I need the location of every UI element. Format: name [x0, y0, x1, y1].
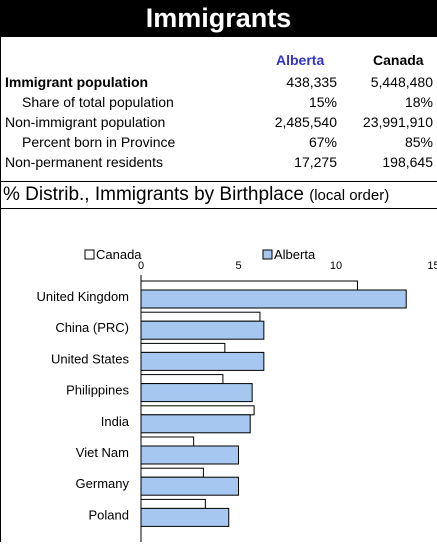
stats-row-label: Immigrant population: [5, 74, 149, 90]
category-label: United Kingdom: [37, 289, 130, 304]
bar-alberta: [140, 507, 230, 527]
category-label: Viet Nam: [76, 445, 129, 460]
bar-canada: [140, 436, 195, 447]
category-label: India: [101, 414, 130, 429]
bar-canada: [140, 498, 206, 509]
legend-swatch: [84, 249, 95, 260]
bar-alberta: [140, 289, 407, 309]
category-label: United States: [51, 351, 130, 366]
column-header-canada: Canada: [373, 52, 424, 68]
category-label: China (PRC): [55, 320, 129, 335]
x-tick-label: 10: [330, 260, 342, 272]
stats-value-alberta: 17,275: [294, 154, 337, 170]
section-subtitle: (local order): [309, 187, 390, 204]
stats-value-alberta: 67%: [308, 134, 337, 150]
bar-canada: [140, 342, 226, 353]
birthplace-chart: Canada Alberta 0 5 10 15 United Kingdom China (…: [0, 209, 437, 542]
bar-canada: [140, 280, 358, 291]
stats-row-label: Non-permanent residents: [5, 154, 163, 170]
stats-row: Immigrant population 438,335 5,448,480: [1, 74, 437, 94]
stats-row: Share of total population 15% 18%: [1, 94, 437, 114]
bar-canada: [140, 405, 255, 416]
column-header-alberta: Alberta: [276, 52, 325, 68]
bar-alberta: [140, 414, 251, 434]
stats-value-canada: 198,645: [382, 154, 433, 170]
x-tick-label: 5: [235, 260, 241, 272]
stats-row: Percent born in Province 67% 85%: [1, 134, 437, 154]
stats-table: Alberta Canada Immigrant population 438,3…: [0, 37, 437, 181]
category-label: Poland: [89, 507, 129, 522]
bar-chart-svg: Canada Alberta 0 5 10 15 United Kingdom China (…: [37, 247, 437, 542]
category-label: Philippines: [66, 383, 129, 398]
bar-alberta: [140, 351, 265, 371]
stats-row-label: Percent born in Province: [22, 134, 176, 150]
stats-value-alberta: 438,335: [286, 74, 337, 90]
bar-alberta: [140, 383, 253, 403]
bar-alberta: [140, 445, 239, 465]
stats-value-alberta: 15%: [308, 94, 337, 110]
stats-row-label: Share of total population: [22, 94, 174, 110]
legend-label: Canada: [96, 247, 142, 262]
stats-value-canada: 18%: [404, 94, 433, 110]
stats-row: Non-immigrant population 2,485,540 23,991,…: [1, 114, 437, 134]
bar-canada: [140, 311, 261, 322]
stats-row: Non-permanent residents 17,275 198,645: [1, 154, 437, 174]
stats-row-label: Non-immigrant population: [5, 114, 166, 130]
stats-value-canada: 85%: [404, 134, 433, 150]
stats-value-canada: 23,991,910: [362, 114, 433, 130]
bar-alberta: [140, 320, 265, 340]
bar-canada: [140, 467, 204, 478]
x-tick-label: 0: [138, 260, 144, 272]
legend-label: Alberta: [274, 247, 316, 262]
page-title: Immigrants: [0, 0, 437, 37]
section-title: % Distrib., Immigrants by Birthplace: [3, 184, 304, 205]
stats-value-alberta: 2,485,540: [274, 114, 337, 130]
category-label: Germany: [76, 476, 130, 491]
bar-canada: [140, 374, 224, 385]
section-header: % Distrib., Immigrants by Birthplace (lo…: [0, 181, 437, 209]
stats-value-canada: 5,448,480: [370, 74, 433, 90]
legend-swatch: [262, 249, 273, 260]
x-tick-label: 15: [427, 260, 437, 272]
bar-alberta: [140, 476, 239, 496]
